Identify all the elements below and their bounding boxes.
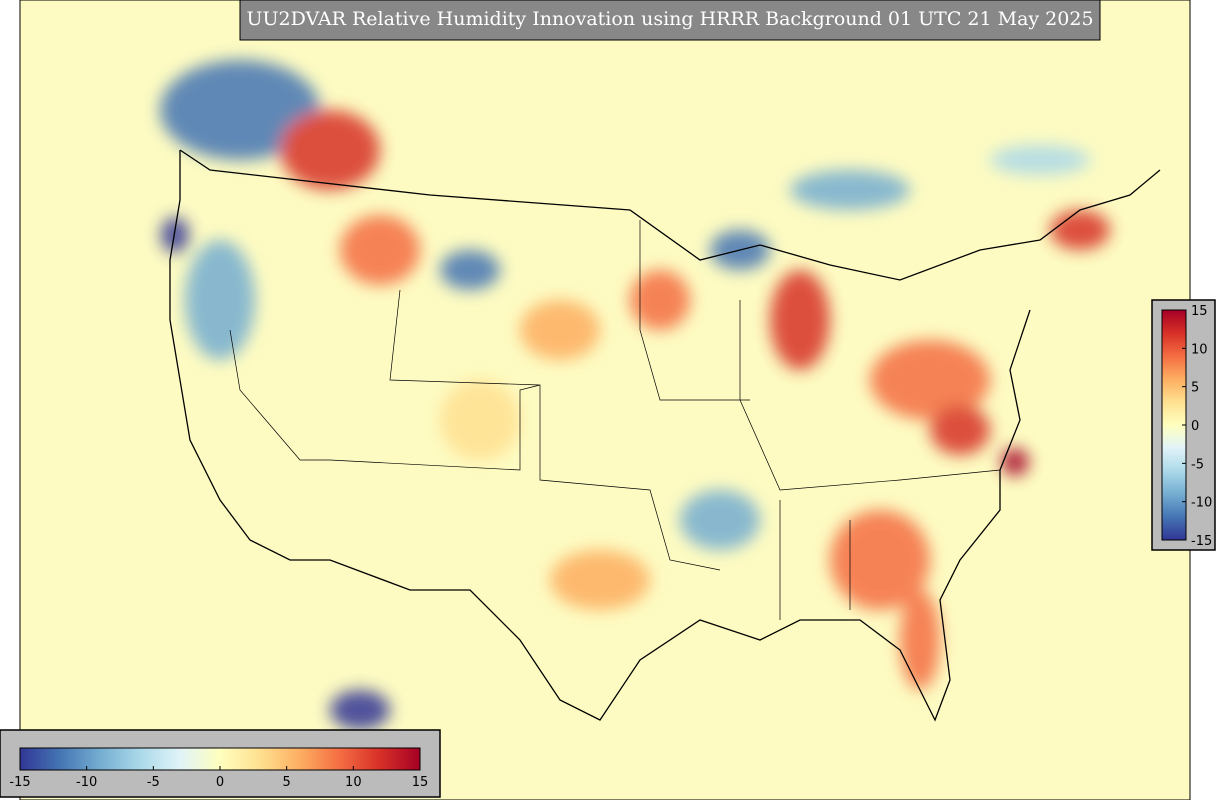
- colorbar-tick-label: 0: [1191, 419, 1199, 434]
- colorbar-tick-label: 5: [1191, 381, 1199, 396]
- title: UU2DVAR Relative Humidity Innovation usi…: [246, 8, 1093, 30]
- colorbar-tick-label: -5: [147, 775, 160, 790]
- colorbar-tick-label: 10: [1191, 342, 1208, 357]
- innovation-field: [160, 60, 1110, 730]
- colorbar-tick-label: 15: [412, 775, 429, 790]
- colorbar-tick-label: 5: [283, 775, 291, 790]
- title-box: [239, 0, 1101, 41]
- colorbar-tick-label: -5: [1191, 457, 1204, 472]
- state-borders: [229, 220, 1001, 620]
- colorbar-tick-label: 10: [345, 775, 362, 790]
- colorbar-tick-label: 0: [216, 775, 224, 790]
- colorbar-tick-label: 15: [1191, 304, 1208, 319]
- colorbar-tick-label: -15: [1191, 534, 1212, 549]
- colorbar-tick-label: -10: [76, 775, 97, 790]
- colorbar-tick-label: -15: [9, 775, 30, 790]
- coastline: [169, 149, 1161, 722]
- map: [19, 0, 1191, 800]
- colorbar-tick-label: -10: [1191, 496, 1212, 511]
